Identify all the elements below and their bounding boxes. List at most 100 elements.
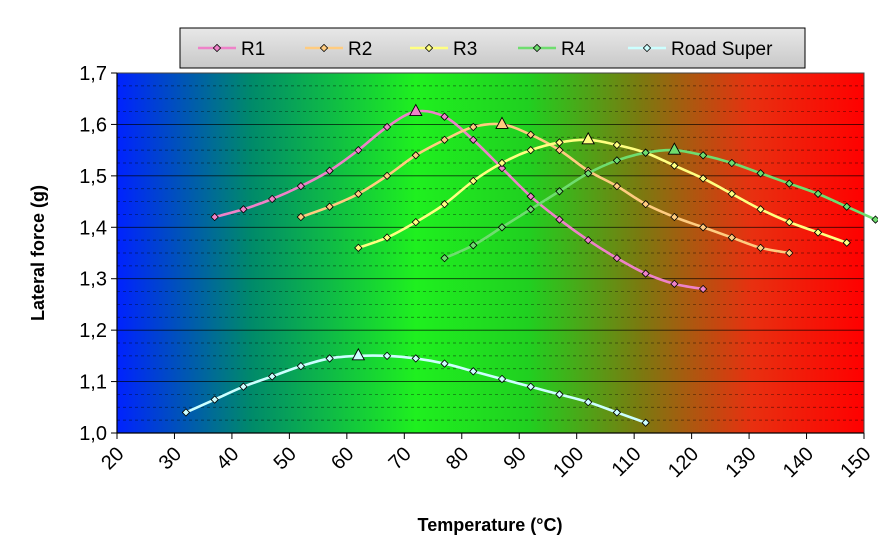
data-point bbox=[670, 279, 679, 289]
x-tick-labels: 20 30 40 50 60 70 80 90 100 110 120 130 140 150 bbox=[97, 443, 875, 482]
data-point bbox=[526, 382, 535, 391]
legend-swatch-marker bbox=[424, 43, 434, 53]
data-point bbox=[382, 171, 392, 181]
data-point bbox=[296, 361, 306, 371]
legend-item: R4 bbox=[518, 39, 586, 60]
data-point bbox=[813, 189, 823, 199]
legend-label: R3 bbox=[453, 39, 477, 60]
y-axis-title: Lateral force (g) bbox=[28, 185, 48, 321]
legend-swatch-marker bbox=[642, 43, 652, 53]
data-point bbox=[497, 163, 507, 173]
data-point bbox=[440, 253, 449, 263]
legend-item: Road Super bbox=[628, 39, 773, 60]
data-point bbox=[612, 408, 622, 417]
data-point bbox=[440, 199, 449, 209]
x-tick-label: 70 bbox=[385, 443, 416, 474]
x-tick-label: 110 bbox=[608, 443, 646, 481]
data-point bbox=[555, 187, 564, 196]
legend: R1 R2 R3 R4 Road Super bbox=[179, 27, 806, 69]
series-group bbox=[181, 103, 878, 427]
series-line bbox=[444, 148, 877, 260]
data-point bbox=[469, 176, 478, 186]
gridlines bbox=[117, 85, 864, 421]
data-point bbox=[497, 158, 507, 168]
data-point bbox=[411, 354, 420, 363]
peak-marker bbox=[351, 347, 366, 361]
data-point bbox=[670, 212, 679, 222]
data-point bbox=[267, 372, 277, 381]
data-point bbox=[411, 151, 420, 160]
data-point bbox=[612, 156, 622, 165]
data-point bbox=[584, 235, 593, 245]
data-point bbox=[181, 408, 191, 417]
data-point bbox=[497, 374, 507, 384]
data-point bbox=[842, 202, 851, 211]
y-tick-label: 1,5 bbox=[79, 166, 107, 188]
data-point bbox=[325, 354, 334, 363]
data-point bbox=[440, 135, 449, 145]
data-point bbox=[440, 112, 449, 121]
x-tick-label: 150 bbox=[836, 443, 875, 482]
data-point bbox=[698, 223, 708, 232]
data-point bbox=[239, 205, 248, 214]
data-point bbox=[641, 148, 650, 157]
y-tick-label: 1,1 bbox=[79, 372, 107, 394]
data-point bbox=[354, 189, 363, 199]
data-point bbox=[670, 161, 679, 170]
data-point bbox=[756, 169, 765, 178]
data-point bbox=[584, 397, 593, 407]
data-point bbox=[785, 179, 794, 188]
data-point bbox=[641, 199, 650, 209]
peak-marker bbox=[667, 142, 682, 155]
data-point bbox=[469, 241, 478, 250]
data-point bbox=[469, 122, 478, 132]
legend-label: R4 bbox=[561, 39, 586, 60]
data-point bbox=[296, 181, 306, 191]
data-point bbox=[612, 253, 622, 263]
legend-box bbox=[179, 27, 806, 69]
data-point bbox=[296, 212, 306, 222]
x-tick-label: 140 bbox=[779, 443, 818, 482]
data-point bbox=[727, 189, 737, 199]
peak-marker bbox=[495, 116, 509, 129]
data-point bbox=[267, 194, 277, 204]
data-point bbox=[382, 233, 392, 242]
legend-items: R1 R2 R3 R4 Road Super bbox=[198, 39, 773, 60]
series-r1 bbox=[210, 103, 708, 294]
data-point bbox=[440, 359, 449, 368]
legend-swatch-marker bbox=[532, 43, 542, 53]
data-point bbox=[469, 367, 478, 376]
data-point bbox=[325, 202, 334, 211]
data-point bbox=[727, 233, 737, 242]
data-point bbox=[698, 151, 708, 160]
data-point bbox=[555, 138, 564, 147]
data-point bbox=[555, 390, 564, 399]
x-tick-label: 30 bbox=[155, 443, 186, 474]
legend-swatch-marker bbox=[212, 43, 222, 53]
data-point bbox=[526, 205, 535, 214]
x-tick-label: 40 bbox=[212, 443, 243, 474]
data-point bbox=[727, 158, 737, 168]
x-tick-label: 60 bbox=[327, 443, 358, 474]
data-point bbox=[641, 418, 650, 427]
y-tick-label: 1,2 bbox=[79, 320, 107, 342]
axes bbox=[111, 72, 865, 439]
data-point bbox=[785, 217, 794, 227]
data-point bbox=[612, 181, 622, 191]
y-tick-label: 1,0 bbox=[79, 423, 107, 445]
x-tick-label: 120 bbox=[664, 443, 703, 482]
x-tick-label: 100 bbox=[549, 443, 588, 482]
data-point bbox=[555, 145, 564, 155]
x-tick-label: 90 bbox=[499, 443, 530, 474]
data-point bbox=[382, 351, 392, 361]
x-tick-label: 50 bbox=[270, 443, 301, 474]
data-point bbox=[239, 382, 248, 391]
data-point bbox=[526, 192, 535, 201]
data-point bbox=[785, 248, 794, 258]
x-tick-label: 20 bbox=[97, 443, 128, 474]
data-point bbox=[325, 166, 334, 175]
data-point bbox=[612, 140, 622, 150]
data-point bbox=[382, 122, 392, 132]
data-point bbox=[756, 205, 765, 214]
